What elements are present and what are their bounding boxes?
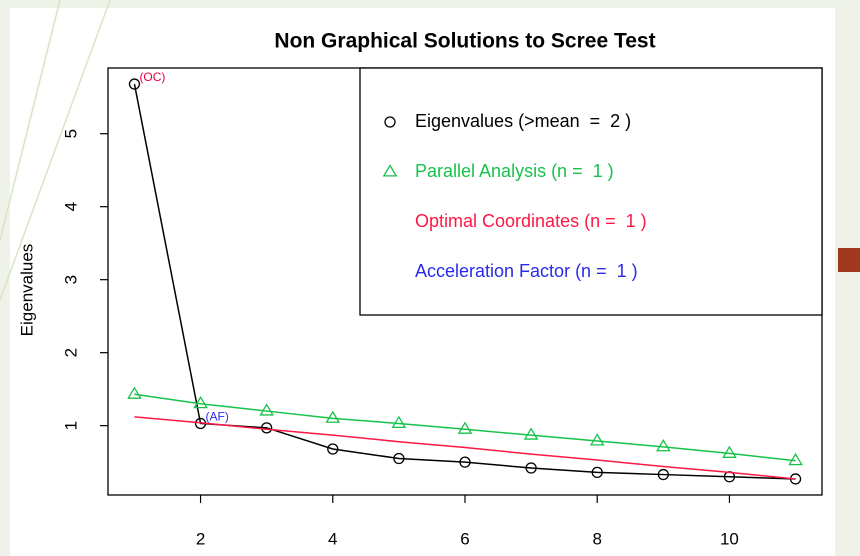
point bbox=[193, 395, 208, 409]
point bbox=[261, 422, 273, 434]
x-tick-label: 4 bbox=[328, 529, 337, 548]
point bbox=[722, 445, 737, 458]
decor-lines bbox=[0, 0, 111, 301]
chart-title: Non Graphical Solutions to Scree Test bbox=[274, 30, 655, 53]
annotation: (AF) bbox=[206, 410, 229, 424]
point bbox=[327, 443, 339, 455]
x-tick-label: 8 bbox=[592, 529, 601, 548]
legend-box bbox=[359, 67, 823, 316]
series-line bbox=[134, 393, 796, 462]
y-tick-label: 3 bbox=[61, 275, 80, 284]
point bbox=[657, 468, 669, 481]
point bbox=[325, 410, 341, 423]
series-line bbox=[134, 416, 796, 480]
legend-symbol bbox=[382, 164, 398, 177]
legend-label: Parallel Analysis (n = 1 ) bbox=[415, 161, 614, 181]
decor-square bbox=[838, 248, 860, 272]
point bbox=[457, 421, 473, 434]
y-axis-label: Eigenvalues bbox=[17, 244, 36, 337]
legend-label: Eigenvalues (>mean = 2 ) bbox=[415, 111, 631, 131]
point bbox=[259, 403, 274, 416]
x-tick-label: 6 bbox=[460, 529, 469, 548]
point bbox=[391, 415, 407, 429]
y-tick-label: 4 bbox=[61, 202, 80, 211]
x-tick-label: 2 bbox=[196, 529, 205, 548]
legend-label: Acceleration Factor (n = 1 ) bbox=[415, 261, 638, 281]
y-tick-label: 1 bbox=[61, 421, 80, 430]
point bbox=[589, 433, 605, 446]
point bbox=[525, 462, 537, 474]
point bbox=[128, 78, 141, 90]
point bbox=[393, 452, 405, 465]
point bbox=[459, 456, 471, 468]
point bbox=[127, 386, 142, 399]
point bbox=[523, 427, 539, 440]
y-tick-label: 5 bbox=[61, 129, 80, 138]
legend-label: Optimal Coordinates (n = 1 ) bbox=[415, 211, 647, 231]
y-tick-label: 2 bbox=[61, 348, 80, 357]
annotation: (OC) bbox=[139, 70, 165, 84]
point bbox=[591, 466, 603, 479]
x-tick-label: 10 bbox=[720, 529, 739, 548]
point bbox=[656, 439, 671, 452]
legend-symbol bbox=[384, 116, 396, 128]
point bbox=[788, 452, 803, 466]
